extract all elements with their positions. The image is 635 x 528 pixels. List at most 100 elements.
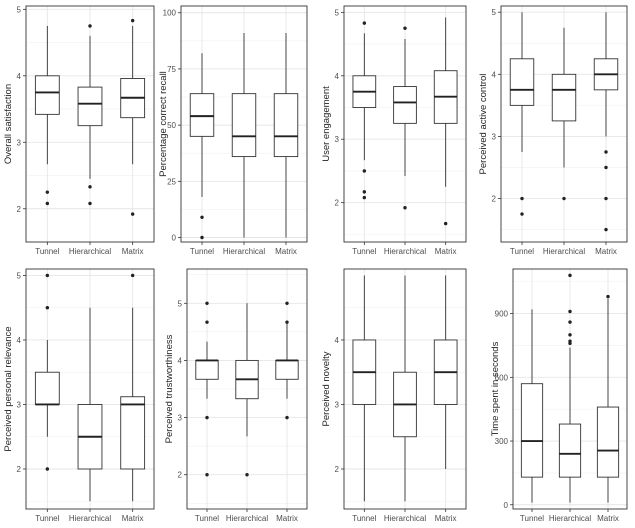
box-hierarchical xyxy=(77,307,103,502)
box-hierarchical xyxy=(393,275,417,502)
box-hierarchical xyxy=(393,26,417,210)
box-tunnel xyxy=(195,301,219,477)
y-tick-label: 2 xyxy=(17,465,22,474)
outlier-point xyxy=(205,415,209,420)
box-matrix xyxy=(120,18,146,216)
box-tunnel xyxy=(509,12,535,216)
y-tick-label: 50 xyxy=(167,121,176,130)
y-tick-label: 3 xyxy=(178,414,183,423)
y-tick-label: 4 xyxy=(492,70,497,79)
outlier-point xyxy=(403,206,407,210)
x-tick-label: Hierarchical xyxy=(543,247,585,256)
y-tick-label: 3 xyxy=(492,132,497,141)
outlier-point xyxy=(45,467,50,471)
outlier-point xyxy=(45,201,50,206)
box-tunnel xyxy=(34,25,60,206)
x-tick-label: Tunnel xyxy=(190,247,214,256)
box-iqr xyxy=(34,75,60,115)
y-tick-label: 3 xyxy=(17,400,22,409)
box-tunnel xyxy=(34,273,60,471)
box-hierarchical xyxy=(77,24,103,206)
x-tick-label: Hierarchical xyxy=(384,247,426,256)
outlier-point xyxy=(45,190,50,194)
box-hierarchical xyxy=(235,303,259,477)
box-iqr xyxy=(34,371,60,405)
y-tick-label: 100 xyxy=(163,9,177,18)
panel-5: 2 3 4 5 Tunnel Hierarchical Matrix Perceived pe… xyxy=(3,268,155,523)
x-tick-label: Tunnel xyxy=(35,514,59,523)
outlier-point xyxy=(45,273,50,278)
x-tick-label: Hierarchical xyxy=(384,514,426,523)
outlier-point xyxy=(88,24,92,28)
panel-1: 2 3 4 5 Tunnel Hierarchical Matrix Overall sati… xyxy=(3,5,155,256)
y-tick-label: 4 xyxy=(335,336,340,345)
outlier-point xyxy=(568,320,572,324)
y-tick-label: 4 xyxy=(178,356,183,365)
y-tick-label: 5 xyxy=(178,299,183,308)
outlier-point xyxy=(130,212,135,216)
panel-8: 0 300 600 900 Tunnel Hierarchical Matrix Time s… xyxy=(490,268,628,523)
y-tick-label: 2 xyxy=(335,465,340,474)
x-tick-label: Hierarchical xyxy=(69,514,111,523)
outlier-point xyxy=(403,26,407,30)
outlier-point xyxy=(362,169,367,173)
panel-3: 2 3 4 5 Tunnel Hierarchical Matrix User engagem… xyxy=(321,5,467,256)
y-tick-label: 3 xyxy=(17,138,22,147)
outlier-point xyxy=(568,309,572,314)
outlier-point xyxy=(604,196,608,201)
y-tick-label: 2 xyxy=(178,471,183,480)
panel-7: 2 3 4 Tunnel Hierarchical Matrix Perceived nov… xyxy=(321,268,467,523)
y-axis-title: Overall satisfaction xyxy=(3,84,14,164)
box-tunnel xyxy=(189,53,215,240)
box-iqr xyxy=(558,423,582,478)
x-tick-label: Tunnel xyxy=(35,247,59,256)
x-tick-label: Hierarchical xyxy=(226,514,268,523)
outlier-point xyxy=(285,320,289,324)
y-tick-label: 900 xyxy=(495,310,509,319)
outlier-point xyxy=(604,165,608,170)
y-axis-title: Perceived personal relevance xyxy=(3,326,14,451)
x-tick-label: Matrix xyxy=(597,514,619,523)
x-tick-label: Tunnel xyxy=(352,247,376,256)
box-iqr xyxy=(77,86,103,127)
y-tick-label: 4 xyxy=(335,72,340,81)
outlier-point xyxy=(362,21,367,25)
x-tick-label: Tunnel xyxy=(520,514,544,523)
box-hierarchical xyxy=(558,273,582,503)
box-tunnel xyxy=(352,275,377,502)
y-tick-label: 2 xyxy=(17,205,22,214)
box-matrix xyxy=(120,273,146,502)
box-iqr xyxy=(189,93,215,137)
box-matrix xyxy=(433,17,458,226)
y-axis-title: Perceived active control xyxy=(478,74,489,175)
box-hierarchical xyxy=(231,32,257,238)
outlier-point xyxy=(568,333,572,337)
y-tick-label: 4 xyxy=(17,72,22,81)
box-hierarchical xyxy=(551,27,577,201)
outlier-point xyxy=(362,195,367,200)
y-tick-label: 5 xyxy=(17,271,22,280)
y-tick-label: 4 xyxy=(17,336,22,345)
outlier-point xyxy=(604,150,608,154)
x-tick-label: Tunnel xyxy=(510,247,534,256)
outlier-point xyxy=(88,201,92,206)
outlier-point xyxy=(520,212,524,216)
outlier-point xyxy=(562,196,566,201)
y-axis-title: Perceived novelty xyxy=(321,351,332,426)
box-iqr xyxy=(273,93,299,158)
outlier-point xyxy=(45,306,50,310)
y-tick-label: 5 xyxy=(335,8,340,17)
y-tick-label: 5 xyxy=(492,8,497,17)
outlier-point xyxy=(245,473,249,477)
x-tick-label: Tunnel xyxy=(352,514,376,523)
y-tick-label: 25 xyxy=(167,177,176,186)
x-tick-label: Tunnel xyxy=(195,514,219,523)
y-axis-title: User engagement xyxy=(321,86,332,162)
outlier-point xyxy=(88,185,92,189)
box-matrix xyxy=(433,275,458,469)
outlier-point xyxy=(205,320,209,324)
outlier-point xyxy=(362,190,367,194)
y-tick-label: 3 xyxy=(335,400,340,409)
y-tick-label: 75 xyxy=(167,65,176,74)
